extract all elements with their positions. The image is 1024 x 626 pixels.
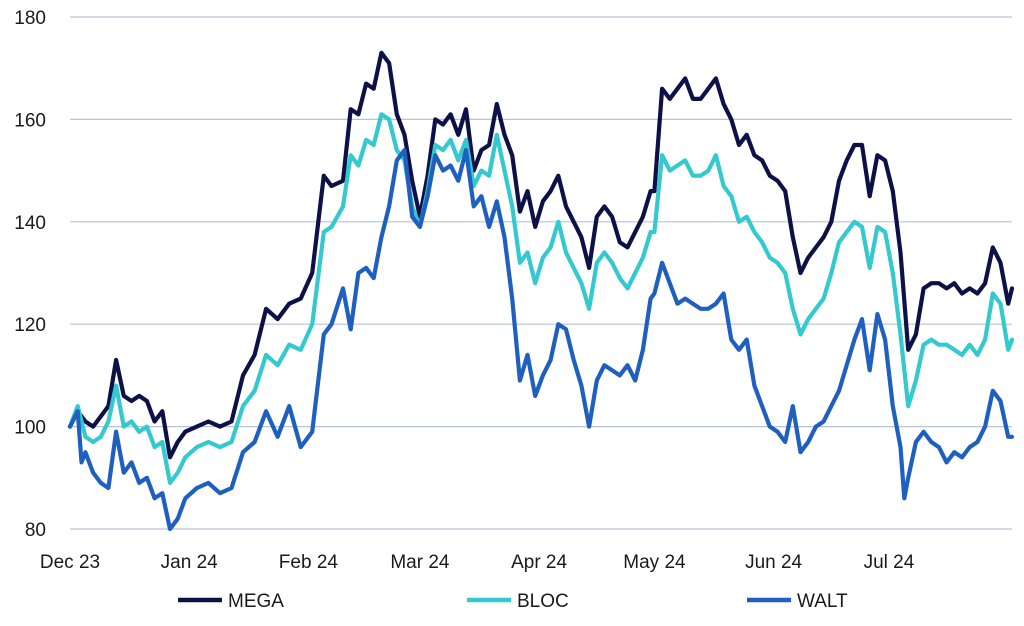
series-line-walt xyxy=(67,148,1015,532)
x-tick-label: Jul 24 xyxy=(864,552,915,573)
legend-label-bloc: BLOC xyxy=(517,591,569,612)
x-tick-label: May 24 xyxy=(623,552,686,573)
x-tick-label: Dec 23 xyxy=(40,552,100,573)
x-axis: Dec 23 Jan 24 Feb 24 Mar 24 Apr 24 May 24 Jun … xyxy=(40,552,915,573)
series-line-bloc xyxy=(67,112,1015,485)
legend-label-mega: MEGA xyxy=(228,591,284,612)
y-tick-label: 100 xyxy=(14,418,46,439)
x-tick-label: Jun 24 xyxy=(745,552,802,573)
y-tick-label: 80 xyxy=(25,520,46,541)
y-tick-label: 160 xyxy=(14,110,46,131)
y-tick-label: 140 xyxy=(14,213,46,234)
y-tick-label: 180 xyxy=(14,8,46,29)
series-lines xyxy=(67,50,1015,532)
legend-label-walt: WALT xyxy=(797,591,848,612)
series-line-mega xyxy=(67,50,1015,460)
x-tick-label: Apr 24 xyxy=(511,552,567,573)
y-axis: 80 100 120 140 160 180 xyxy=(14,8,46,541)
x-tick-label: Mar 24 xyxy=(390,552,450,573)
legend: MEGA BLOC WALT xyxy=(178,591,848,612)
x-tick-label: Jan 24 xyxy=(161,552,218,573)
x-tick-label: Feb 24 xyxy=(279,552,339,573)
gridlines xyxy=(70,16,1012,530)
y-tick-label: 120 xyxy=(14,315,46,336)
